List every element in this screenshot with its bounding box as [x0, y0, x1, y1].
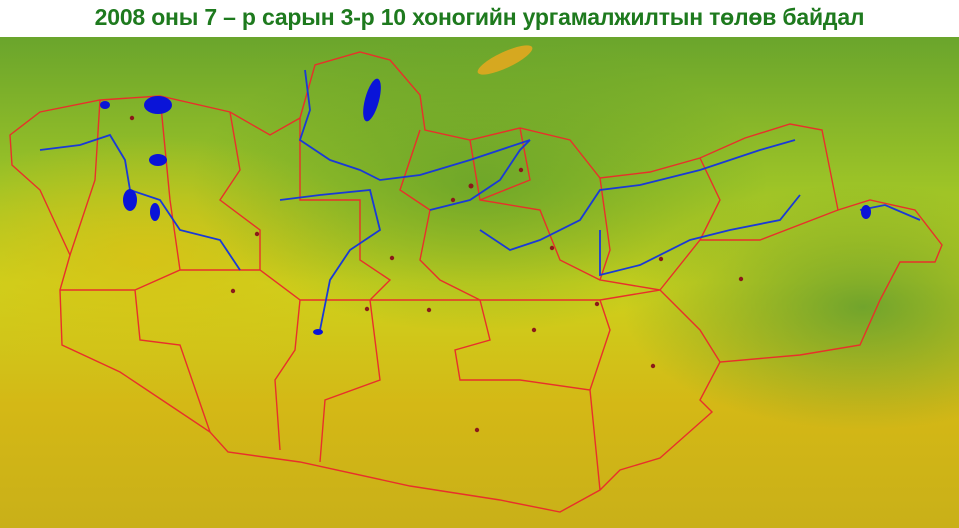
river: [479, 139, 796, 251]
settlement-dot: [230, 288, 236, 294]
lake-orog: [313, 329, 323, 335]
river: [298, 69, 531, 181]
settlement-dot: [254, 231, 260, 237]
settlement-dot: [518, 167, 524, 173]
vegetation-raster-north: [0, 37, 959, 528]
lake-khuvsgul: [363, 78, 381, 122]
river: [429, 139, 531, 211]
lakes: [100, 78, 871, 335]
lake-baikal: [477, 45, 533, 75]
settlement-dot: [389, 255, 395, 261]
settlement-dot: [468, 183, 474, 189]
aimag-boundaries: [60, 95, 839, 491]
vegetation-map: [0, 37, 959, 528]
settlement-dot: [364, 306, 370, 312]
settlement-dot: [129, 115, 135, 121]
lake-achit: [100, 101, 110, 109]
lake-khyargas: [149, 154, 167, 166]
lake-uvs: [144, 96, 172, 114]
lake-khar-us: [123, 189, 137, 211]
settlement-dot: [450, 197, 456, 203]
settlement-dot: [738, 276, 744, 282]
country-border: [9, 51, 943, 513]
settlement-dot: [594, 301, 600, 307]
aimag-centers: [129, 115, 744, 433]
settlement-dot: [658, 256, 664, 262]
lake-buir: [861, 205, 871, 219]
river: [599, 194, 801, 277]
lake-khar: [150, 203, 160, 221]
national-border: [9, 51, 943, 513]
map-title: 2008 оны 7 – р сарын 3-р 10 хоногийн ург…: [94, 4, 865, 30]
settlement-dot: [650, 363, 656, 369]
settlement-dot: [426, 307, 432, 313]
settlement-dot: [549, 245, 555, 251]
river: [279, 189, 382, 331]
settlement-dot: [474, 427, 480, 433]
settlement-dot: [531, 327, 537, 333]
